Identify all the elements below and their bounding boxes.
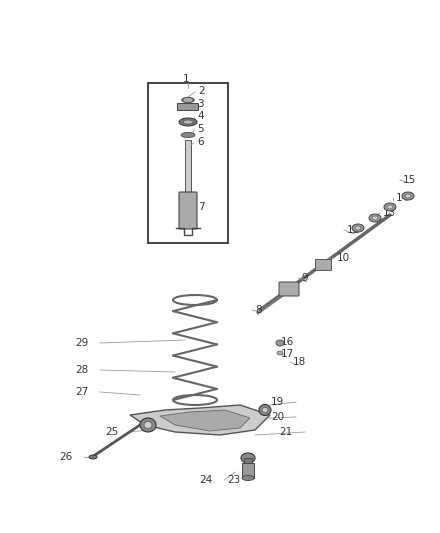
Ellipse shape xyxy=(402,192,414,200)
Bar xyxy=(242,463,254,478)
Text: 7: 7 xyxy=(198,202,205,212)
Text: 12: 12 xyxy=(347,225,360,235)
Text: 25: 25 xyxy=(105,427,118,437)
Text: 14: 14 xyxy=(396,193,409,203)
Text: 26: 26 xyxy=(59,452,72,462)
Text: 15: 15 xyxy=(403,175,416,185)
Text: 13: 13 xyxy=(383,208,396,218)
Ellipse shape xyxy=(89,455,97,459)
Ellipse shape xyxy=(369,214,381,222)
Polygon shape xyxy=(130,405,270,435)
Ellipse shape xyxy=(242,475,254,481)
Ellipse shape xyxy=(183,120,193,124)
Bar xyxy=(244,458,252,463)
Text: 20: 20 xyxy=(271,412,284,422)
Text: 24: 24 xyxy=(199,475,212,485)
Text: 28: 28 xyxy=(75,365,88,375)
Ellipse shape xyxy=(384,203,396,211)
Ellipse shape xyxy=(277,351,283,355)
Ellipse shape xyxy=(179,118,197,126)
Ellipse shape xyxy=(262,408,268,413)
Text: 9: 9 xyxy=(301,273,308,283)
Text: 2: 2 xyxy=(198,86,205,96)
Ellipse shape xyxy=(276,340,284,346)
Text: 16: 16 xyxy=(281,337,294,347)
Text: 27: 27 xyxy=(75,387,88,397)
Ellipse shape xyxy=(387,205,393,209)
Ellipse shape xyxy=(259,405,271,416)
Ellipse shape xyxy=(355,226,361,230)
Text: 10: 10 xyxy=(337,253,350,263)
Ellipse shape xyxy=(372,216,378,220)
Polygon shape xyxy=(160,410,250,431)
Text: 17: 17 xyxy=(281,349,294,359)
Text: 4: 4 xyxy=(197,111,204,121)
Text: 5: 5 xyxy=(197,124,204,134)
Text: 3: 3 xyxy=(197,99,204,109)
Ellipse shape xyxy=(241,453,255,463)
Text: 19: 19 xyxy=(271,397,284,407)
Text: 1: 1 xyxy=(183,74,189,84)
Ellipse shape xyxy=(140,418,156,432)
Ellipse shape xyxy=(352,224,364,232)
FancyBboxPatch shape xyxy=(279,282,299,296)
Ellipse shape xyxy=(405,194,411,198)
Text: 29: 29 xyxy=(75,338,88,348)
Ellipse shape xyxy=(182,98,194,102)
FancyBboxPatch shape xyxy=(179,192,197,229)
Bar xyxy=(148,83,228,243)
Ellipse shape xyxy=(144,422,152,429)
Text: 8: 8 xyxy=(255,305,262,315)
FancyBboxPatch shape xyxy=(177,103,198,110)
Text: 18: 18 xyxy=(293,357,306,367)
FancyBboxPatch shape xyxy=(315,260,331,271)
Text: 21: 21 xyxy=(280,427,293,437)
Bar xyxy=(185,140,191,195)
Ellipse shape xyxy=(184,99,192,101)
Text: 23: 23 xyxy=(228,475,241,485)
Ellipse shape xyxy=(181,133,195,138)
Text: 6: 6 xyxy=(197,137,204,147)
